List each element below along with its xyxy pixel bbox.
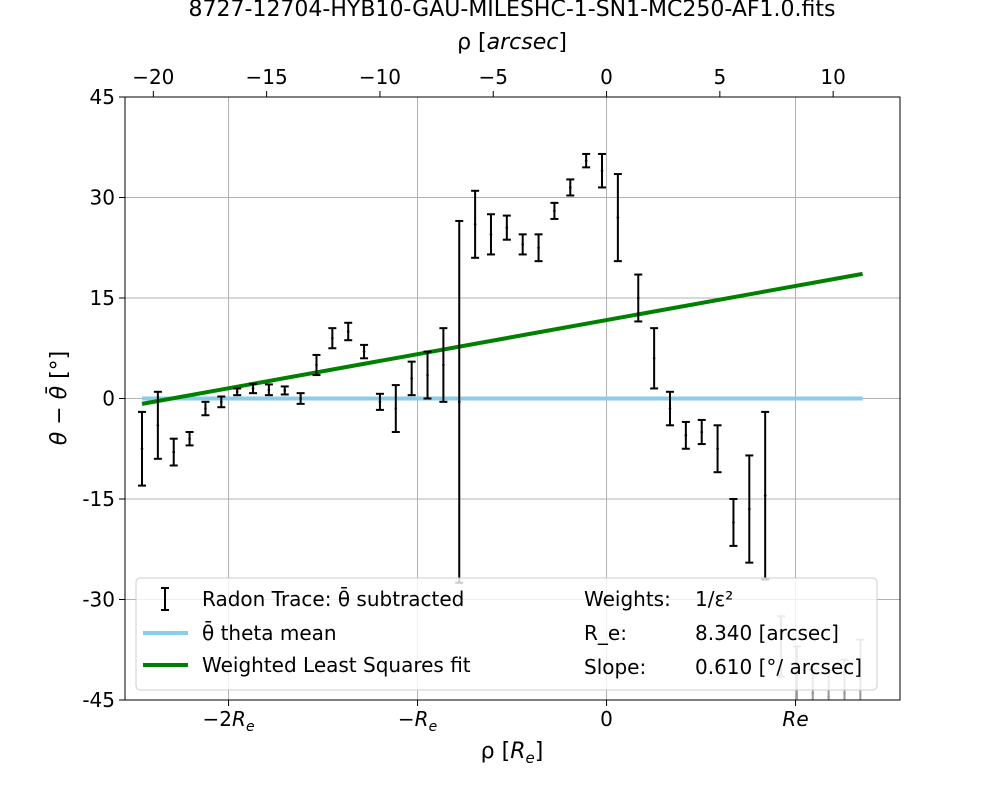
y-tick-label: 30 <box>90 186 115 210</box>
errorbar-point <box>471 189 480 259</box>
legend-slope-label: Slope: <box>584 655 646 679</box>
errorbar-point <box>280 385 289 396</box>
legend-item-mean: θ̄ theta mean <box>143 620 337 645</box>
errorbar-point <box>566 178 575 197</box>
errorbar-point <box>729 498 738 547</box>
chart-title: 8727-12704-HYB10-GAU-MILESHC-1-SN1-MC250… <box>189 0 836 22</box>
series-lines <box>141 271 863 406</box>
legend-item-errorbar: Radon Trace: θ̄ subtracted <box>161 586 464 611</box>
errorbar-point <box>375 392 384 411</box>
errorbar-point <box>486 213 495 256</box>
errorbar-point <box>264 383 273 397</box>
axis-ticks: -45 -30 -15 0 15 30 45 −2Re −Re 0 Re −20 −15 −10 −5 0 5 1… <box>82 65 846 735</box>
legend-label-fit: Weighted Least Squares fit <box>202 653 471 677</box>
errorbar-point <box>634 273 643 323</box>
errorbar-point <box>681 420 690 450</box>
errorbar-point <box>153 390 162 460</box>
errorbar-point <box>713 424 722 474</box>
errorbar-point <box>312 353 321 377</box>
errorbar-point <box>550 201 559 220</box>
top-x-tick-label: −20 <box>132 65 174 89</box>
legend-label-mean: θ̄ theta mean <box>202 620 337 645</box>
errorbar-point <box>534 233 543 263</box>
errorbar-point <box>761 410 770 581</box>
legend-box <box>135 577 878 691</box>
wls-fit-line <box>141 271 863 406</box>
errorbar-point <box>185 431 194 447</box>
legend-re-label: R_e: <box>584 621 627 645</box>
top-x-tick-label: 0 <box>600 65 613 89</box>
x-tick-label: −2Re <box>203 707 255 735</box>
y-tick-label: -15 <box>82 487 115 511</box>
x-tick-label: −Re <box>398 707 437 735</box>
legend-item-fit: Weighted Least Squares fit <box>143 653 471 677</box>
x-tick-label: 0 <box>600 707 613 731</box>
errorbar-point <box>650 327 659 390</box>
top-x-tick-label: 5 <box>713 65 726 89</box>
errorbar-point <box>745 454 754 564</box>
x-tick-label: Re <box>782 707 808 731</box>
errorbar-point <box>665 390 674 427</box>
errorbar-point <box>439 327 448 403</box>
y-tick-label: 15 <box>90 286 115 310</box>
y-tick-label: 0 <box>102 387 115 411</box>
legend-weights-value: 1/ε² <box>695 587 733 611</box>
errorbar-point <box>391 384 400 433</box>
errorbar-point <box>344 321 353 342</box>
errorbar-point <box>407 360 416 397</box>
errorbar-point <box>137 410 146 487</box>
top-x-tick-label: 10 <box>820 65 845 89</box>
y-tick-label: -30 <box>82 588 115 612</box>
legend-slope-value: 0.610 [°/ arcsec] <box>695 655 862 679</box>
legend-weights-label: Weights: <box>584 587 671 611</box>
top-x-tick-label: −5 <box>478 65 507 89</box>
errorbar-point <box>598 152 607 189</box>
errorbar-point <box>249 382 258 395</box>
y-axis-label: θ − θ̄ [°] <box>46 351 72 446</box>
errorbar-point <box>455 219 464 584</box>
y-tick-label: -45 <box>82 688 115 712</box>
top-x-tick-label: −15 <box>246 65 288 89</box>
errorbar-point <box>423 350 432 400</box>
top-x-axis-label: ρ [arcsec] <box>457 30 567 55</box>
errorbar-point <box>201 400 210 417</box>
legend-label-errorbar: Radon Trace: θ̄ subtracted <box>202 586 464 611</box>
x-axis-label: ρ [Re] <box>481 739 544 767</box>
errorbar-point <box>233 387 242 397</box>
errorbar-point <box>518 233 527 256</box>
errorbar-point <box>613 173 622 263</box>
errorbar-point <box>360 343 369 360</box>
errorbar-point <box>328 327 337 350</box>
errorbar-point <box>296 392 305 405</box>
errorbar-point <box>582 152 591 169</box>
y-tick-label: 45 <box>90 85 115 109</box>
errorbar-point <box>169 437 178 467</box>
legend-re-value: 8.340 [arcsec] <box>695 621 839 645</box>
errorbar-point <box>217 395 226 409</box>
errorbar-point <box>502 214 511 241</box>
errorbar-point <box>697 418 706 446</box>
top-x-tick-label: −10 <box>359 65 401 89</box>
legend: Radon Trace: θ̄ subtracted θ̄ theta mean… <box>135 577 878 691</box>
